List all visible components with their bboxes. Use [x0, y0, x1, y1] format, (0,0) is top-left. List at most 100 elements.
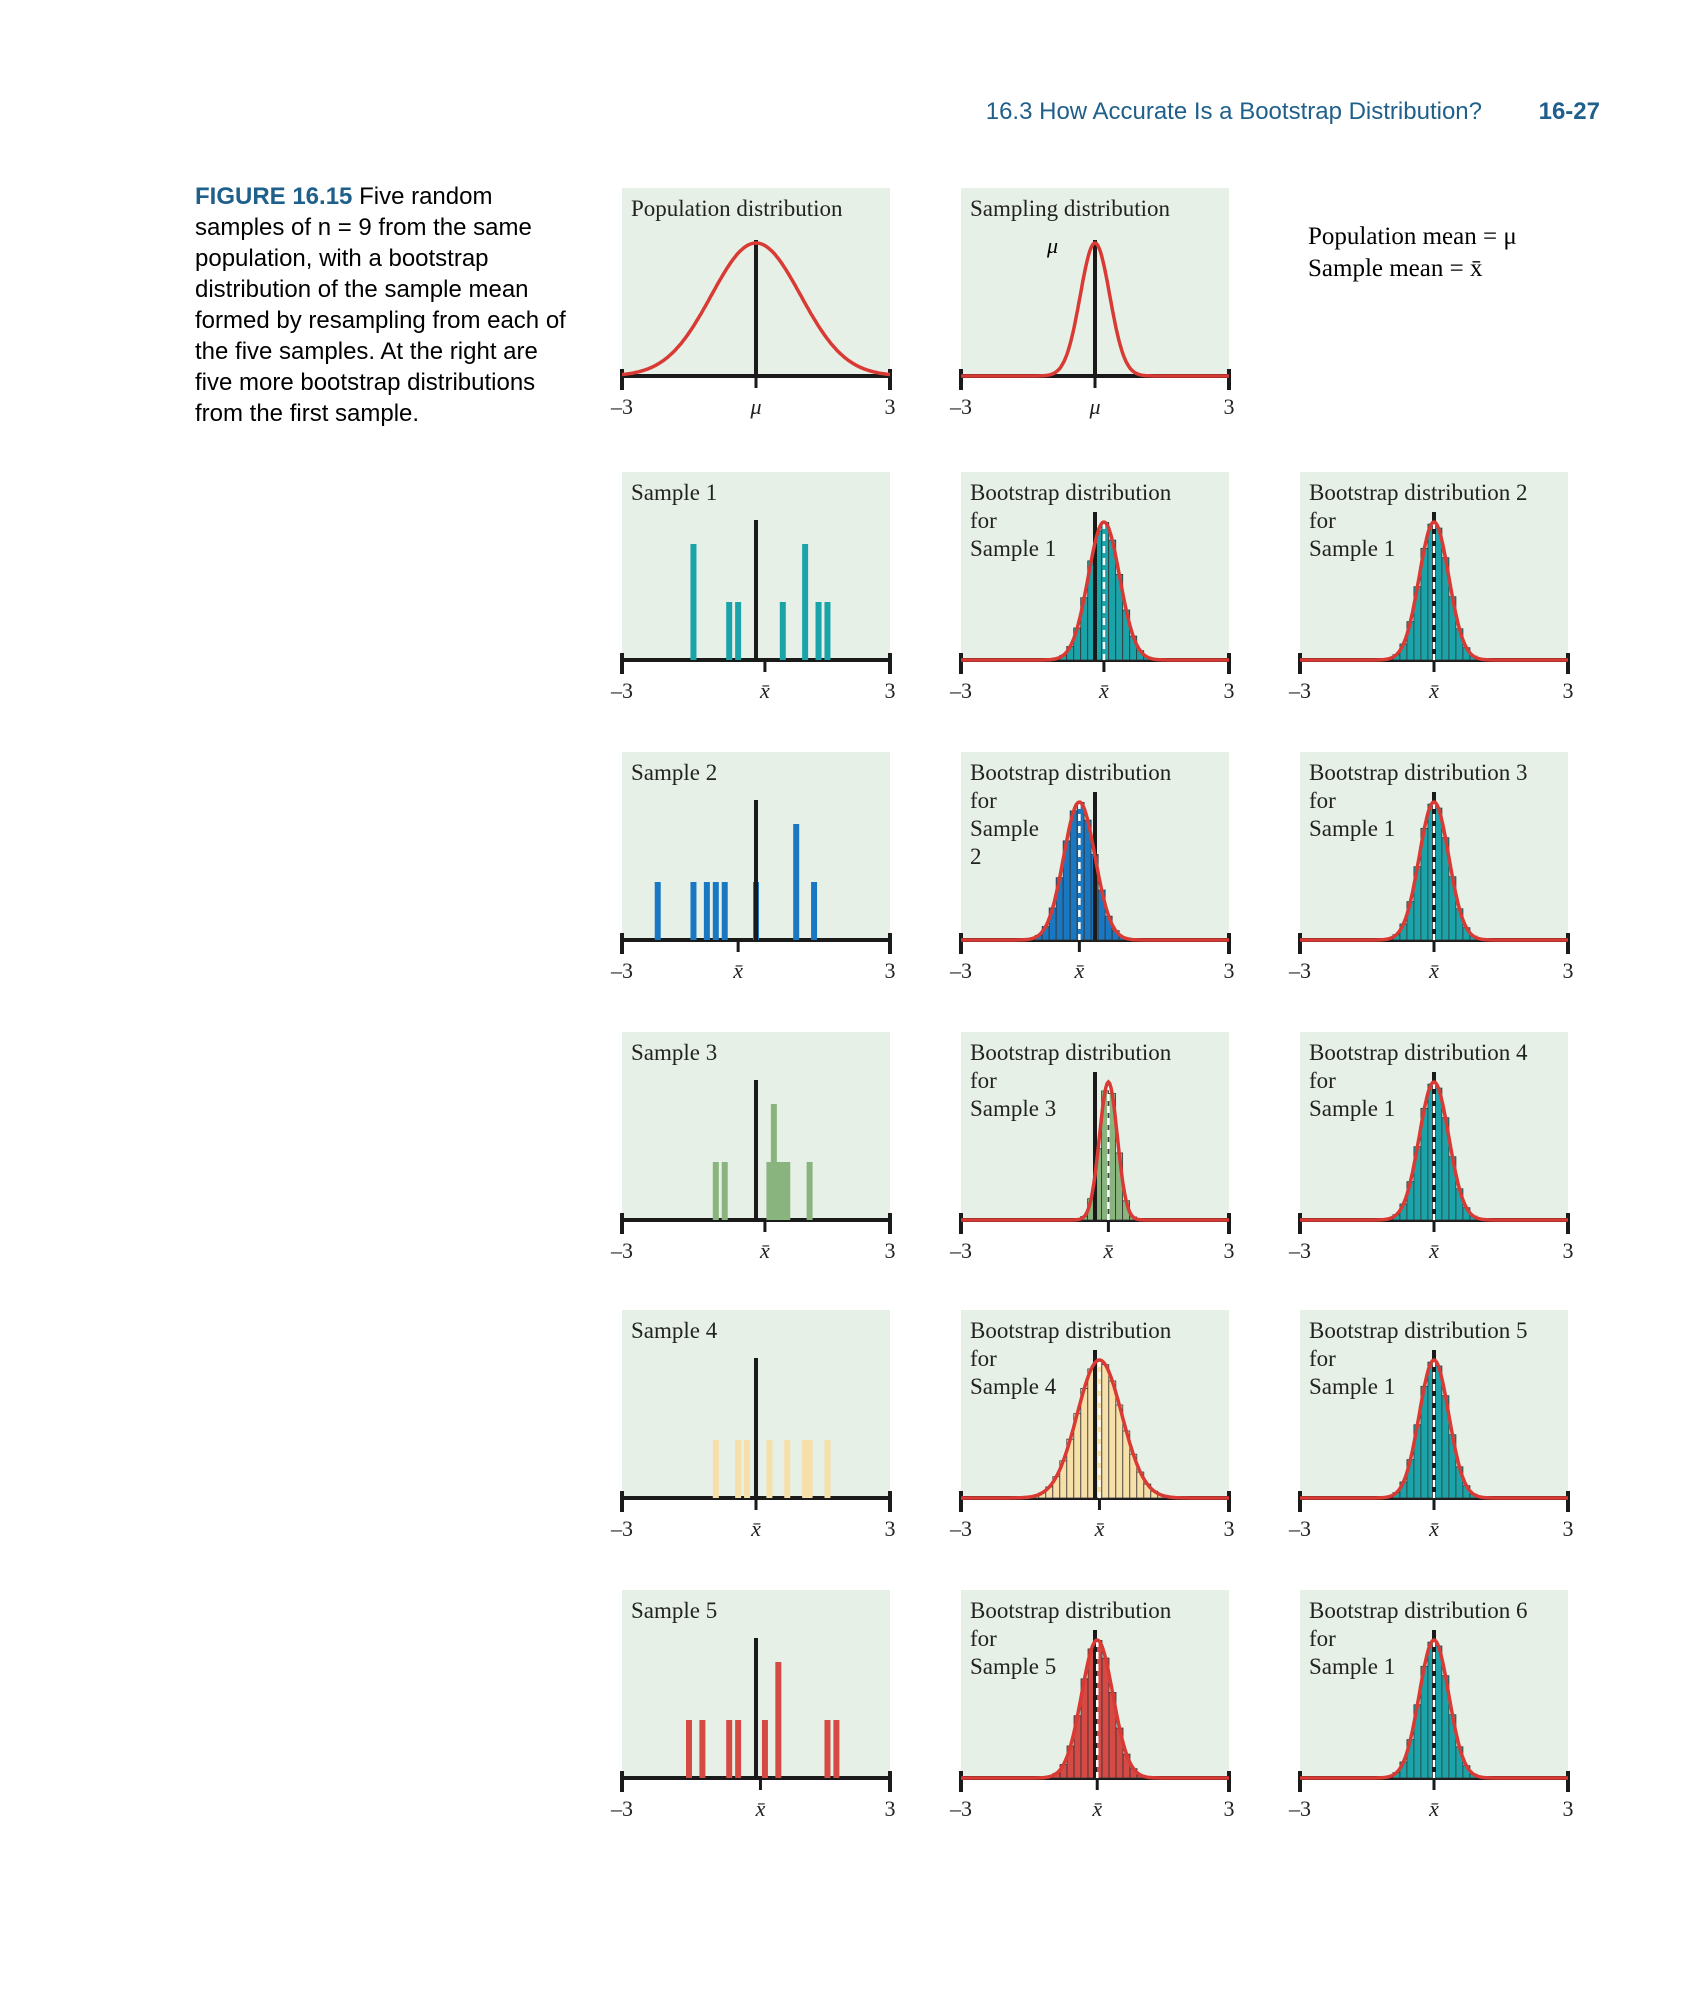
bootstrap-bar: [1076, 802, 1085, 941]
sample-value-bar: [654, 882, 661, 940]
sample-value-bar: [761, 1720, 768, 1778]
sample-value-bar: [766, 1162, 773, 1220]
sample-value-bar: [686, 1720, 692, 1778]
tick-label: 3: [1563, 1238, 1574, 1263]
panel-title-line: for: [970, 1626, 997, 1651]
density-curve: [961, 1638, 1229, 1780]
sample-value-bar: [690, 882, 697, 940]
tick-label: –3: [949, 678, 972, 703]
sample-value-bar: [712, 1440, 719, 1498]
panel-title-line: Bootstrap distribution: [970, 1598, 1172, 1623]
tick-label: –3: [610, 1796, 633, 1821]
panel-title-line: Bootstrap distribution 5: [1309, 1318, 1528, 1343]
sample-value-bar: [833, 1720, 840, 1778]
tick-label: –3: [610, 1238, 633, 1263]
chart-panel-10: Bootstrap distribution for Sample 3 –3 x̄ 3: [949, 1032, 1235, 1263]
density-curve: [1300, 1638, 1568, 1780]
tick-label: x̄: [1428, 678, 1439, 703]
sample-value-bar: [806, 1162, 813, 1220]
panel-title-line: Sample 3: [631, 1040, 717, 1065]
density-curve: [621, 241, 891, 377]
sample-value-bar: [690, 544, 697, 660]
tick-label: –3: [949, 1238, 972, 1263]
sample-value-bar: [815, 602, 822, 660]
panel-title-line: Bootstrap distribution 2: [1309, 480, 1528, 505]
panel-title-line: Sample 1: [1309, 1096, 1395, 1121]
panel-title-line: for: [970, 788, 997, 813]
bootstrap-bar: [1101, 1364, 1110, 1499]
panel-title-line: for: [970, 1068, 997, 1093]
tick-label: –3: [610, 958, 633, 983]
tick-label: 3: [885, 1516, 896, 1541]
panel-title-line: Sample 3: [970, 1096, 1056, 1121]
tick-label: x̄: [1428, 1516, 1439, 1541]
sample-value-bar: [779, 1162, 786, 1220]
panel-title-line: Sample 1: [631, 480, 717, 505]
chart-panel-1: Population distribution –3 μ 3: [610, 188, 896, 419]
panel-title-line: for: [1309, 508, 1336, 533]
chart-panel-9: Sample 3 –3 x̄ 3: [610, 1032, 896, 1263]
tick-label: μ: [1088, 394, 1100, 419]
panel-title-line: for: [970, 508, 997, 533]
sample-value-bar: [699, 1720, 706, 1778]
tick-label: 3: [1224, 1796, 1235, 1821]
tick-label: x̄: [1094, 1516, 1105, 1541]
panel-title-line: Bootstrap distribution: [970, 480, 1172, 505]
tick-label: x̄: [759, 1238, 770, 1263]
tick-label: 3: [885, 678, 896, 703]
sample-value-bar: [766, 1440, 773, 1498]
tick-label: x̄: [1428, 1796, 1439, 1821]
panel-title-line: for: [1309, 1346, 1336, 1371]
figure-caption: FIGURE 16.15 Five random samples of n = …: [195, 181, 575, 429]
mu-label: μ: [1046, 233, 1058, 258]
panel-title-line: for: [1309, 788, 1336, 813]
sample-value-bar: [726, 1720, 733, 1778]
tick-label: –3: [610, 1516, 633, 1541]
density-curve: [961, 800, 1229, 942]
sample-value-bar: [712, 882, 719, 940]
tick-label: –3: [949, 1796, 972, 1821]
chart-panel-7: Bootstrap distribution for Sample 2 –3 x̄ 3: [949, 752, 1235, 983]
sample-value-bar: [784, 1162, 791, 1220]
tick-label: –3: [1288, 1238, 1311, 1263]
tick-label: x̄: [1103, 1238, 1114, 1263]
sample-value-bar: [721, 1162, 728, 1220]
chart-panel-12: Sample 4 –3 x̄ 3: [610, 1310, 896, 1541]
density-curve: [961, 520, 1229, 662]
sample-value-bar: [824, 1440, 831, 1498]
sample-value-bar: [721, 882, 728, 940]
panel-title-line: Sample 1: [1309, 536, 1395, 561]
sample-value-bar: [735, 1440, 742, 1498]
chart-panel-3: Sample 1 –3 x̄ 3: [610, 472, 896, 703]
tick-label: 3: [1224, 394, 1235, 419]
panel-title-line: Bootstrap distribution: [970, 1040, 1172, 1065]
chart-panel-16: Bootstrap distribution for Sample 5 –3 x̄ 3: [949, 1590, 1235, 1821]
panel-title-line: Sample 2: [631, 760, 717, 785]
chart-panel-4: Bootstrap distribution for Sample 1 –3 x̄ 3: [949, 472, 1235, 703]
sample-value-bar: [744, 1440, 751, 1498]
tick-label: –3: [610, 394, 633, 419]
tick-label: –3: [1288, 678, 1311, 703]
figure-label: FIGURE 16.15: [195, 183, 353, 210]
tick-label: 3: [1224, 958, 1235, 983]
tick-label: 3: [885, 1796, 896, 1821]
density-curve: [961, 1079, 1229, 1222]
sample-value-bar: [770, 1104, 777, 1220]
panel-title-line: for: [1309, 1068, 1336, 1093]
sample-value-bar: [726, 602, 733, 660]
page-number: 16-27: [1538, 98, 1600, 125]
tick-label: –3: [1288, 1516, 1311, 1541]
chart-panel-14: Bootstrap distribution 5 for Sample 1 –3 x̄ 3: [1288, 1310, 1574, 1541]
panel-title-line: Bootstrap distribution: [970, 1318, 1172, 1343]
tick-label: –3: [1288, 1796, 1311, 1821]
bootstrap-bar: [1101, 522, 1110, 661]
panel-title-line: Sample 5: [631, 1598, 717, 1623]
tick-label: x̄: [1428, 958, 1439, 983]
tick-label: 3: [1563, 1796, 1574, 1821]
tick-label: 3: [1563, 678, 1574, 703]
tick-label: 3: [1224, 1516, 1235, 1541]
tick-label: x̄: [1428, 1238, 1439, 1263]
tick-label: x̄: [759, 678, 770, 703]
panel-title-line: Sample 4: [970, 1374, 1057, 1399]
